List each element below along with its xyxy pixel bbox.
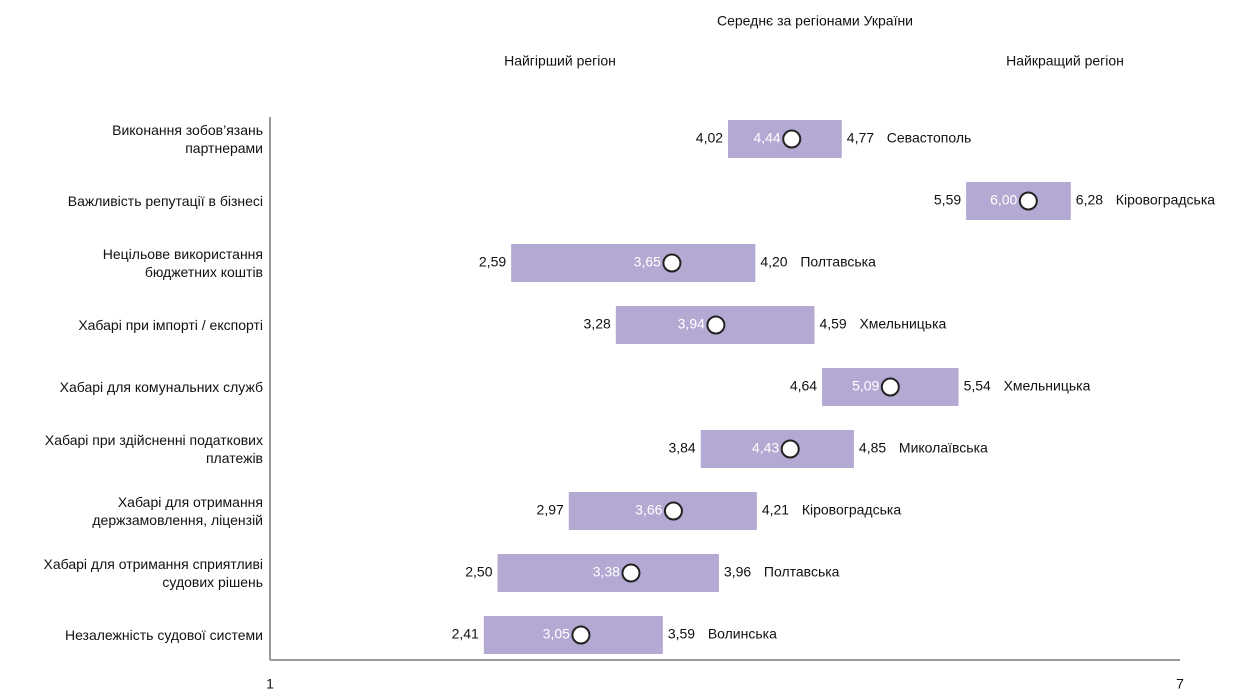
min-label: 4,64 [790,378,817,394]
x-tick-label: 1 [266,676,274,692]
mean-marker [662,253,682,273]
max-label: 3,96 [724,564,751,580]
best-region: Полтавська [764,564,840,580]
mean-label: 3,38 [593,564,620,580]
best-region: Волинська [708,626,777,642]
min-label: 3,28 [584,316,611,332]
category-label: Хабарі при імпорті / експорті [78,317,263,333]
worst-header: Найгірший регіон [504,53,616,69]
chart-title: Середнє за регіонами України [717,13,913,29]
best-header: Найкращий регіон [1006,53,1124,69]
best-region: Кіровоградська [1116,192,1215,208]
mean-marker [663,501,683,521]
mean-marker [782,129,802,149]
mean-marker [880,377,900,397]
range-bar [966,182,1071,220]
max-label: 3,59 [668,626,695,642]
category-label: Хабарі для отримання сприятливі судових … [43,556,263,590]
category-label: Незалежність судової системи [64,627,263,643]
max-label: 4,20 [760,254,787,270]
mean-marker [1018,191,1038,211]
best-region: Кіровоградська [802,502,901,518]
category-label: Виконання зобов’язань партнерами [112,122,263,156]
category-label: Важливість репутації в бізнесі [67,193,263,209]
best-region: Миколаївська [899,440,988,456]
max-label: 4,21 [762,502,789,518]
min-label: 3,84 [668,440,695,456]
range-bar [511,244,756,282]
x-tick-label: 7 [1176,676,1184,692]
mean-label: 5,09 [852,378,879,394]
min-label: 5,59 [934,192,961,208]
category-label: Хабарі для комунальних служб [59,379,263,395]
best-region: Хмельницька [859,316,946,332]
category-label: Нецільове використання бюджетних коштів [102,246,263,280]
mean-label: 3,66 [635,502,662,518]
mean-marker [621,563,641,583]
mean-label: 3,65 [634,254,661,270]
max-label: 4,77 [847,130,874,146]
mean-label: 4,44 [753,130,780,146]
mean-label: 4,43 [752,440,779,456]
category-label: Хабарі при здійсненні податкових платежі… [44,432,263,466]
min-label: 2,97 [537,502,564,518]
min-label: 4,02 [696,130,723,146]
min-label: 2,50 [465,564,492,580]
mean-label: 3,05 [543,626,570,642]
max-label: 6,28 [1076,192,1103,208]
best-region: Полтавська [800,254,876,270]
mean-marker [780,439,800,459]
range-bar [497,554,719,592]
range-bar [568,492,757,530]
max-label: 4,85 [859,440,886,456]
mean-label: 6,00 [990,192,1017,208]
category-label: Хабарі для отримання держзамовлення, ліц… [92,494,263,528]
max-label: 4,59 [819,316,846,332]
range-bar [700,430,854,468]
mean-marker [706,315,726,335]
best-region: Севастополь [887,130,972,146]
min-label: 2,59 [479,254,506,270]
max-label: 5,54 [964,378,991,394]
mean-marker [571,625,591,645]
best-region: Хмельницька [1004,378,1091,394]
mean-label: 3,94 [678,316,705,332]
min-label: 2,41 [452,626,479,642]
